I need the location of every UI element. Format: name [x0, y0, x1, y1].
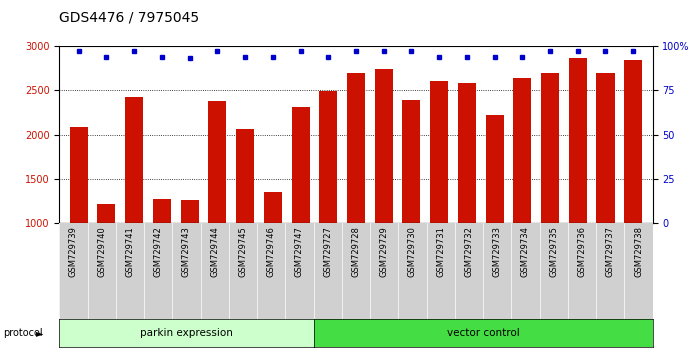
Bar — [430, 81, 448, 223]
Text: GSM729744: GSM729744 — [210, 226, 219, 276]
Bar — [486, 115, 504, 223]
Text: GSM729732: GSM729732 — [464, 226, 473, 277]
Bar — [319, 91, 337, 223]
Text: GSM729737: GSM729737 — [606, 226, 615, 277]
Text: GSM729727: GSM729727 — [323, 226, 332, 277]
Text: GSM729741: GSM729741 — [126, 226, 135, 276]
Text: protocol: protocol — [3, 328, 43, 338]
Bar — [458, 83, 476, 223]
Bar — [292, 107, 309, 223]
Text: GSM729742: GSM729742 — [154, 226, 163, 276]
Bar — [513, 78, 531, 223]
Text: GSM729734: GSM729734 — [521, 226, 530, 277]
Bar — [347, 73, 365, 223]
Bar — [181, 200, 199, 223]
Text: GSM729733: GSM729733 — [493, 226, 502, 277]
Text: GSM729746: GSM729746 — [267, 226, 276, 277]
Bar — [98, 204, 115, 223]
Text: GSM729731: GSM729731 — [436, 226, 445, 277]
Bar — [403, 100, 420, 223]
Text: GSM729735: GSM729735 — [549, 226, 558, 277]
Text: GSM729730: GSM729730 — [408, 226, 417, 277]
Bar — [208, 101, 226, 223]
Text: parkin expression: parkin expression — [140, 328, 233, 338]
Bar — [236, 129, 254, 223]
Bar — [70, 127, 88, 223]
Text: GSM729745: GSM729745 — [239, 226, 248, 276]
Bar — [375, 69, 393, 223]
Text: GSM729740: GSM729740 — [97, 226, 106, 276]
Text: GDS4476 / 7975045: GDS4476 / 7975045 — [59, 11, 200, 25]
Text: GSM729738: GSM729738 — [634, 226, 643, 277]
Text: GSM729728: GSM729728 — [352, 226, 360, 277]
Bar — [624, 60, 642, 223]
Text: GSM729736: GSM729736 — [577, 226, 586, 277]
Bar — [264, 192, 282, 223]
Bar — [569, 58, 587, 223]
Text: GSM729743: GSM729743 — [182, 226, 191, 277]
Text: vector control: vector control — [447, 328, 519, 338]
Bar — [153, 199, 171, 223]
Bar — [125, 97, 143, 223]
Text: GSM729747: GSM729747 — [295, 226, 304, 277]
Text: GSM729729: GSM729729 — [380, 226, 389, 276]
Text: ►: ► — [36, 328, 44, 338]
Bar — [541, 73, 559, 223]
Text: GSM729739: GSM729739 — [69, 226, 78, 277]
Bar — [597, 73, 614, 223]
